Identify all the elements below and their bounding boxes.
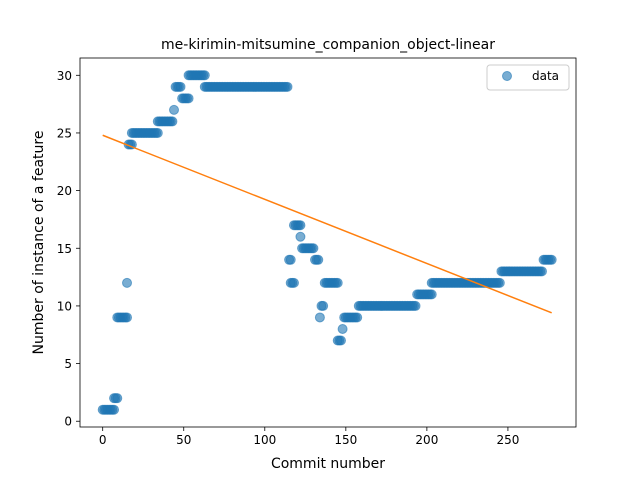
y-tick-label: 25 (57, 126, 72, 140)
data-point (122, 312, 133, 323)
fit-line (102, 134, 552, 314)
y-axis-ticks: 0 5 10 15 20 25 30 (57, 69, 80, 429)
data-point (169, 104, 180, 115)
data-points (97, 70, 557, 415)
legend: data (486, 64, 570, 91)
data-point (494, 277, 505, 288)
plot-frame (79, 57, 577, 428)
data-point (295, 220, 306, 231)
data-point (335, 335, 346, 346)
data-point (288, 277, 299, 288)
legend-label-data: data (532, 69, 559, 83)
y-tick-label: 5 (64, 357, 72, 371)
data-point (175, 81, 186, 92)
y-tick-label: 0 (64, 415, 72, 429)
data-point (282, 81, 293, 92)
x-tick-label: 150 (334, 433, 357, 447)
data-point (295, 231, 306, 242)
data-point (152, 127, 163, 138)
x-axis-ticks: 0 50 100 150 200 250 (99, 427, 519, 447)
data-point (167, 116, 178, 127)
x-tick-label: 200 (415, 433, 438, 447)
data-point (410, 300, 421, 311)
x-axis-label: Commit number (271, 456, 385, 472)
data-point (122, 277, 133, 288)
x-tick-label: 100 (253, 433, 276, 447)
data-point (285, 254, 296, 265)
y-axis-label: Number of instance of a feature (31, 131, 47, 355)
data-point (536, 266, 547, 277)
legend-marker-data (502, 71, 512, 81)
data-point (332, 277, 343, 288)
data-point (546, 254, 557, 265)
data-point (337, 323, 348, 334)
y-tick-label: 30 (57, 69, 72, 83)
chart-title: me-kirimin-mitsumine_companion_object-li… (161, 37, 495, 53)
y-tick-label: 15 (57, 242, 72, 256)
data-point (308, 243, 319, 254)
y-tick-label: 10 (57, 299, 72, 313)
data-point (426, 289, 437, 300)
x-tick-label: 50 (176, 433, 191, 447)
y-tick-label: 20 (57, 184, 72, 198)
data-point (183, 93, 194, 104)
x-tick-label: 250 (496, 433, 519, 447)
data-point (109, 404, 120, 415)
data-point (352, 312, 363, 323)
data-point (318, 300, 329, 311)
data-point (112, 393, 123, 404)
data-point (314, 312, 325, 323)
data-point (199, 70, 210, 81)
fit-line-layer (102, 134, 552, 314)
x-tick-label: 0 (99, 433, 107, 447)
data-point (313, 254, 324, 265)
